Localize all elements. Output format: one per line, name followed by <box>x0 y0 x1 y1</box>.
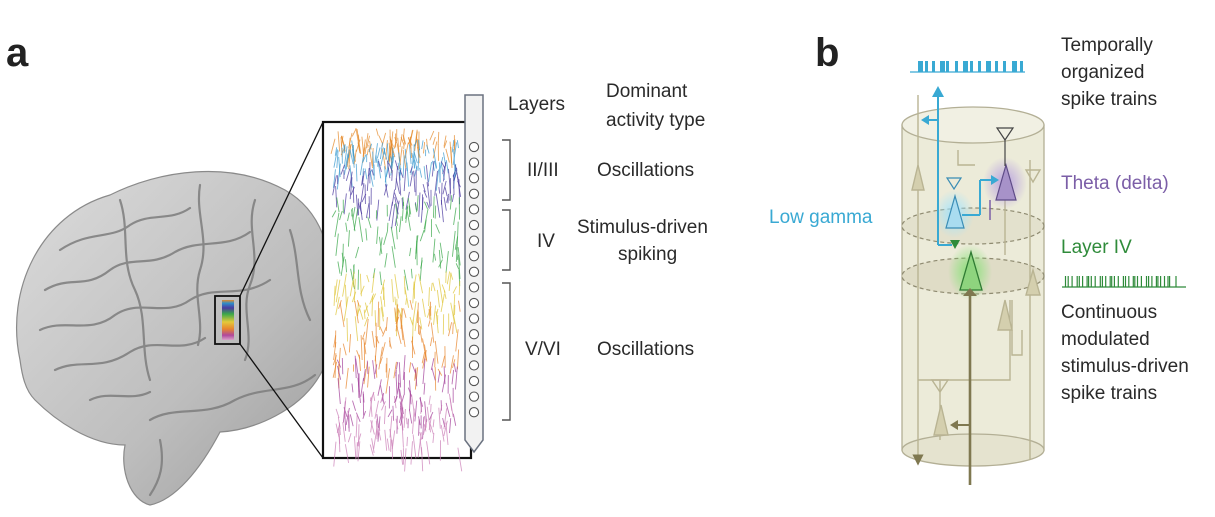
header-layers: Layers <box>508 94 565 115</box>
green-spike-train <box>1062 276 1186 288</box>
bracket-layer-ii-iii <box>502 139 511 201</box>
bracket-layer-iv <box>502 209 511 271</box>
zoom-line-bottom <box>239 343 324 459</box>
label-low-gamma: Low gamma <box>769 207 873 228</box>
layer-v-vi: V/VI <box>525 339 561 360</box>
header-activity-line1: Dominant <box>606 81 688 102</box>
brain-image <box>16 170 336 506</box>
activity-iv-line1: Stimulus-driven <box>577 217 708 238</box>
panel-b-label: b <box>815 31 839 75</box>
internal-circuitry <box>911 95 1042 466</box>
label-layer-iv: Layer IV <box>1061 237 1132 258</box>
zoom-line-top <box>239 121 324 297</box>
activity-iv-line2: spiking <box>618 244 677 265</box>
layer-ii-iii: II/III <box>527 160 559 181</box>
label-continuous: Continuous <box>1061 302 1157 323</box>
header-activity-line2: activity type <box>606 110 705 131</box>
purple-neuron-dendrite <box>995 127 1015 142</box>
label-theta: Theta (delta) <box>1061 173 1169 194</box>
cortical-column-zoom <box>321 120 473 472</box>
label-modulated: modulated <box>1061 329 1150 350</box>
label-spike-trains-top: spike trains <box>1061 89 1157 110</box>
activity-ii-iii: Oscillations <box>597 160 694 181</box>
cyan-spike-train <box>910 61 1025 73</box>
activity-v-vi: Oscillations <box>597 339 694 360</box>
electrode-probe <box>464 94 484 454</box>
cyan-neuron <box>945 193 965 229</box>
bracket-layer-v-vi <box>502 282 511 421</box>
layer-iv: IV <box>537 231 555 252</box>
cyan-output-pathway <box>927 95 993 246</box>
label-temporally: Temporally <box>1061 35 1153 56</box>
panel-a-label: a <box>6 31 29 75</box>
purple-neuron <box>995 162 1017 201</box>
label-spike-trains-bottom: spike trains <box>1061 383 1157 404</box>
label-stimulus-driven: stimulus-driven <box>1061 356 1189 377</box>
label-organized: organized <box>1061 62 1144 83</box>
